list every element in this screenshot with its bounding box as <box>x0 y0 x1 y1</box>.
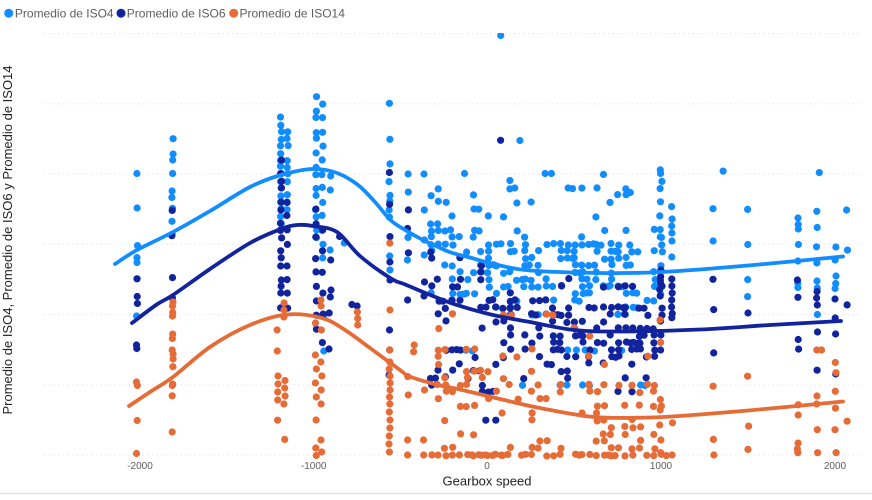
svg-text:0: 0 <box>484 461 490 472</box>
svg-text:2000: 2000 <box>824 461 847 472</box>
svg-text:Gearbox speed: Gearbox speed <box>443 474 532 489</box>
svg-text:Promedio de ISO4, Promedio de: Promedio de ISO4, Promedio de ISO6 y Pro… <box>0 65 15 414</box>
svg-text:Promedio de ISO4: Promedio de ISO4 <box>15 6 114 20</box>
svg-text:Promedio de ISO6: Promedio de ISO6 <box>127 6 226 20</box>
svg-text:1000: 1000 <box>650 461 673 472</box>
svg-text:-1000: -1000 <box>301 461 327 472</box>
svg-text:-2000: -2000 <box>127 461 153 472</box>
svg-text:Promedio de ISO14: Promedio de ISO14 <box>240 6 346 20</box>
